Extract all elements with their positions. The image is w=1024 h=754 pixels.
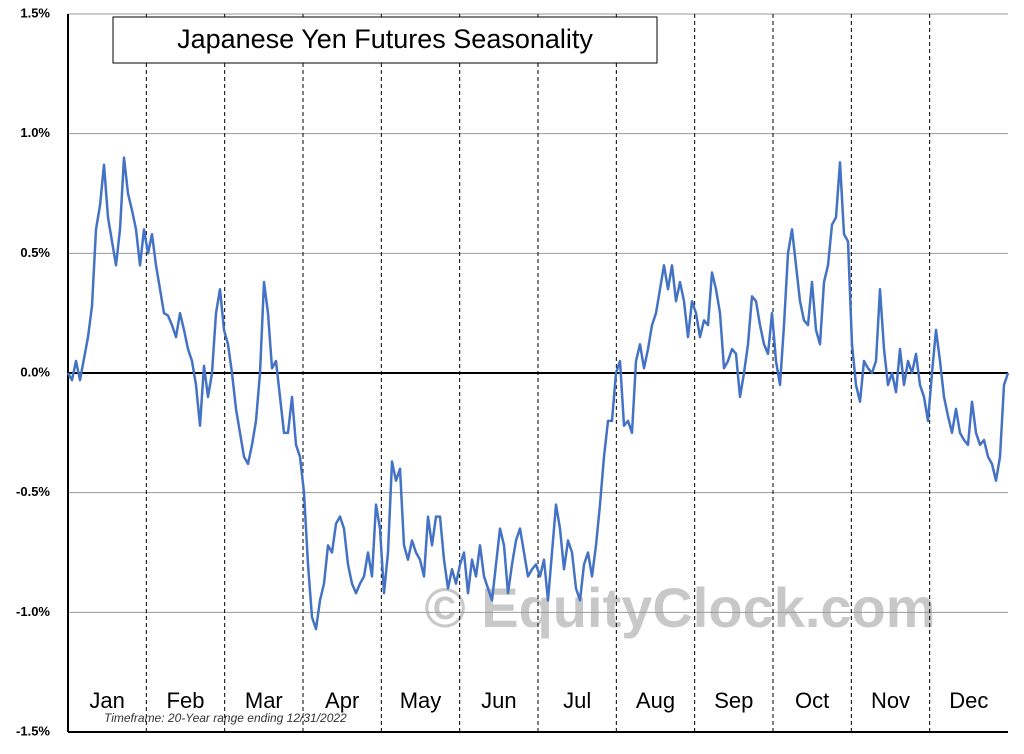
y-tick-label: 0.0% (20, 364, 50, 379)
x-tick-label: Dec (949, 688, 988, 713)
y-tick-label: 1.5% (20, 5, 50, 20)
watermark: © EquityClock.com (424, 576, 935, 639)
x-tick-label: Mar (245, 688, 283, 713)
x-tick-label: Oct (795, 688, 829, 713)
y-tick-label: -1.5% (16, 723, 50, 738)
x-tick-label: May (400, 688, 442, 713)
y-tick-label: 1.0% (20, 125, 50, 140)
y-tick-label: -0.5% (16, 484, 50, 499)
x-tick-label: Apr (325, 688, 359, 713)
series-line (66, 156, 1010, 631)
chart-title: Japanese Yen Futures Seasonality (177, 24, 593, 54)
y-tick-label: 0.5% (20, 245, 50, 260)
footnote: Timeframe: 20-Year range ending 12/31/20… (104, 711, 347, 725)
x-tick-label: Jun (481, 688, 516, 713)
x-tick-label: Nov (871, 688, 910, 713)
x-tick-label: Jan (89, 688, 124, 713)
title-box (112, 16, 658, 64)
x-tick-label: Feb (167, 688, 205, 713)
x-tick-label: Aug (636, 688, 675, 713)
x-tick-label: Sep (714, 688, 753, 713)
x-tick-label: Jul (563, 688, 591, 713)
plot-area: -1.5% -1.0% -0.5% 0.0% 0.5% 1.0% 1.5% Jan Feb Mar… (16, 5, 1010, 738)
y-tick-label: -1.0% (16, 604, 50, 619)
